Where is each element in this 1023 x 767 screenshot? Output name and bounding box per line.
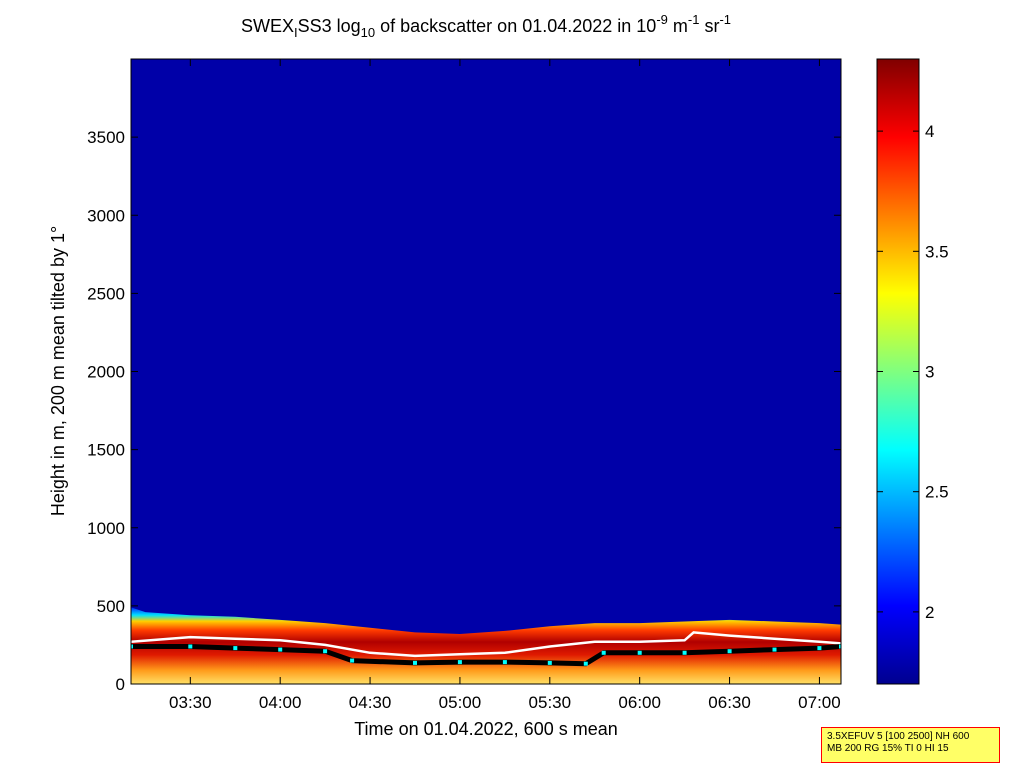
mixing-layer-marker — [547, 660, 552, 665]
x-axis-label: Time on 01.04.2022, 600 s mean — [354, 719, 618, 739]
x-tick-label: 07:00 — [798, 693, 841, 712]
x-tick-label: 04:30 — [349, 693, 392, 712]
x-tick-label: 05:00 — [439, 693, 482, 712]
x-tick-label: 03:30 — [169, 693, 212, 712]
mixing-layer-marker — [637, 650, 642, 655]
y-tick-label: 3000 — [87, 206, 125, 225]
x-tick-label: 04:00 — [259, 693, 302, 712]
colorbar-axis: 2 2.5 3 3.5 4 — [877, 122, 949, 622]
mixing-layer-marker — [817, 646, 822, 651]
chart-title: SWEXISS3 log10 of backscatter on 01.04.2… — [241, 12, 731, 40]
colorbar-tick-label: 3.5 — [925, 242, 949, 261]
mixing-layer-black-line — [131, 644, 841, 667]
colorbar-tick-label: 4 — [925, 122, 934, 141]
colorbar-tick-label: 3 — [925, 363, 934, 382]
processing-info-box: 3.5XEFUV 5 [100 2500] NH 600 MB 200 RG 1… — [821, 727, 1000, 763]
x-tick-label: 06:00 — [618, 693, 661, 712]
colorbar-tick-label: 2 — [925, 603, 934, 622]
mixing-layer-marker — [233, 646, 238, 651]
mixing-layer-marker — [682, 650, 687, 655]
y-tick-label: 3500 — [87, 128, 125, 147]
mixing-layer-marker — [727, 649, 732, 654]
y-tick-label: 1500 — [87, 441, 125, 460]
y-tick-label: 0 — [116, 675, 125, 694]
y-axis-label: Height in m, 200 m mean tilted by 1° — [48, 226, 68, 516]
y-tick-label: 2500 — [87, 284, 125, 303]
plot-background — [131, 59, 841, 684]
y-axis: 0 500 1000 1500 2000 2500 3000 3500 — [87, 128, 841, 694]
y-tick-label: 2000 — [87, 363, 125, 382]
mixing-layer-marker — [278, 647, 283, 652]
y-tick-label: 500 — [97, 597, 125, 616]
mixing-layer-marker — [502, 660, 507, 665]
y-tick-label: 1000 — [87, 519, 125, 538]
x-tick-label: 06:30 — [708, 693, 751, 712]
mixing-layer-marker — [839, 644, 841, 649]
info-line-2: MB 200 RG 15% TI 0 HI 15 — [827, 743, 949, 754]
info-line-1: 3.5XEFUV 5 [100 2500] NH 600 — [827, 731, 970, 742]
mixing-layer-marker — [772, 647, 777, 652]
colorbar — [876, 58, 920, 685]
backscatter-layers — [131, 607, 841, 684]
mixing-layer-marker — [601, 650, 606, 655]
colorbar-tick-label: 2.5 — [925, 483, 949, 502]
mixing-layer-marker — [188, 644, 193, 649]
x-tick-label: 05:30 — [529, 693, 572, 712]
mixing-layer-marker — [350, 658, 355, 663]
mixing-layer-marker — [457, 660, 462, 665]
mixing-layer-marker — [583, 661, 588, 666]
mixing-layer-marker — [131, 644, 133, 649]
x-axis: 03:30 04:00 04:30 05:00 05:30 06:00 06:30 07:00 — [169, 59, 841, 712]
mixing-layer-marker — [323, 649, 328, 654]
aerosol-layer-area — [131, 607, 841, 684]
mixing-layer-marker — [413, 660, 417, 665]
mixing-layer-white-line — [131, 631, 841, 658]
